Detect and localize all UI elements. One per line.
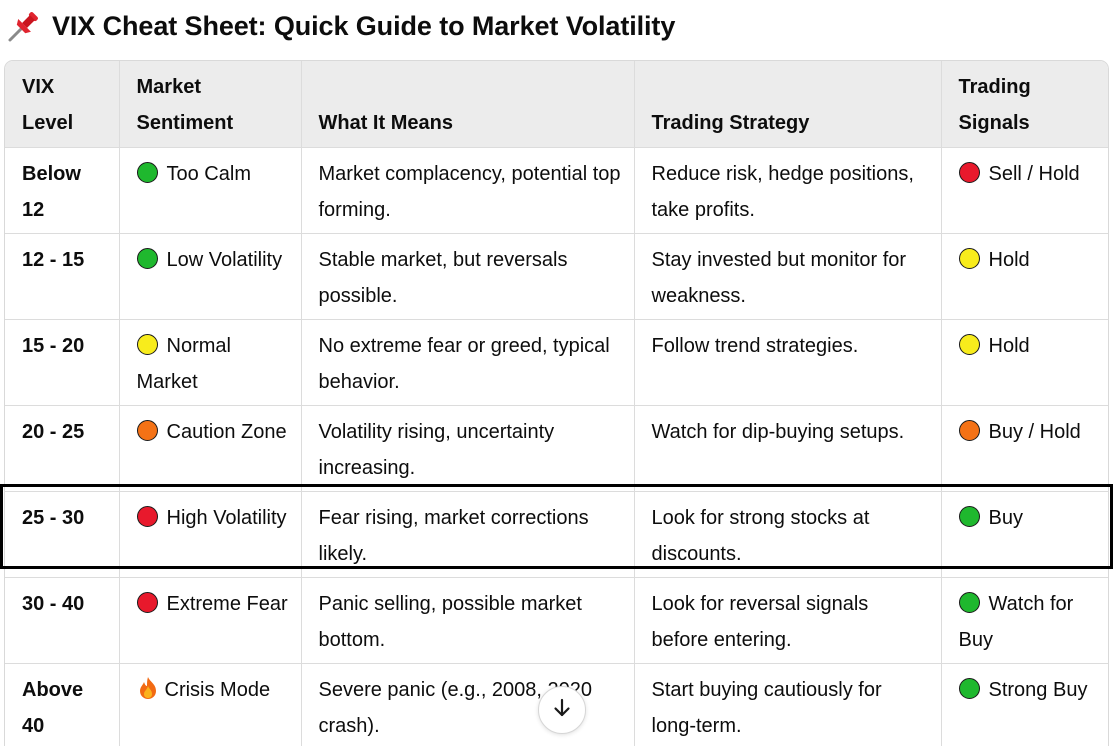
market-sentiment-label: Low Volatility xyxy=(166,249,283,271)
market-sentiment-cell: Caution Zone xyxy=(119,405,302,492)
orange-circle-icon xyxy=(136,420,158,441)
column-header-market-sentiment: Market Sentiment xyxy=(119,61,302,148)
trading-signal-label: Hold xyxy=(988,335,1030,357)
market-sentiment-label: Extreme Fear xyxy=(166,593,288,615)
market-sentiment-label: Too Calm xyxy=(166,163,251,185)
market-sentiment-cell: Low Volatility xyxy=(119,233,302,320)
what-it-means-cell: Fear rising, market corrections likely. xyxy=(301,491,635,578)
green-circle-icon xyxy=(958,592,980,613)
green-circle-icon xyxy=(958,678,980,699)
vix-level-cell: 20 - 25 xyxy=(5,405,120,492)
page-heading: VIX Cheat Sheet: Quick Guide to Market V… xyxy=(6,4,675,48)
trading-signal-cell: Watch for Buy xyxy=(941,577,1108,664)
market-sentiment-cell: Extreme Fear xyxy=(119,577,302,664)
vix-level-cell: Below 12 xyxy=(5,147,120,234)
trading-strategy-cell: Look for strong stocks at discounts. xyxy=(634,491,942,578)
table-row: Above 40 Crisis Mode Severe panic (e.g., 2… xyxy=(5,663,1108,746)
market-sentiment-label: Crisis Mode xyxy=(164,679,271,701)
green-circle-icon xyxy=(136,248,158,269)
trading-signal-cell: Buy / Hold xyxy=(941,405,1108,492)
trading-strategy-cell: Reduce risk, hedge positions, take profi… xyxy=(634,147,942,234)
red-circle-icon xyxy=(136,592,158,613)
what-it-means-cell: Severe panic (e.g., 2008, 2020 crash). xyxy=(301,663,635,746)
vix-table-container: VIX Level Market Sentiment What It Means… xyxy=(4,60,1109,746)
arrow-down-icon xyxy=(551,697,573,724)
trading-strategy-cell: Follow trend strategies. xyxy=(634,319,942,406)
market-sentiment-label: Normal Market xyxy=(136,335,231,393)
scroll-to-bottom-button[interactable] xyxy=(538,686,586,734)
trading-signal-label: Watch for Buy xyxy=(958,593,1074,651)
market-sentiment-label: High Volatility xyxy=(166,507,287,529)
column-header-vix-level: VIX Level xyxy=(5,61,120,148)
page-title: VIX Cheat Sheet: Quick Guide to Market V… xyxy=(52,10,676,41)
market-sentiment-cell: High Volatility xyxy=(119,491,302,578)
table-row: 25 - 30 High Volatility Fear rising, marke… xyxy=(5,491,1108,578)
red-circle-icon xyxy=(136,506,158,527)
vix-level-cell: 12 - 15 xyxy=(5,233,120,320)
vix-table: VIX Level Market Sentiment What It Means… xyxy=(5,61,1108,746)
what-it-means-cell: No extreme fear or greed, typical behavi… xyxy=(301,319,635,406)
table-row: 12 - 15 Low Volatility Stable market, but … xyxy=(5,233,1108,320)
pushpin-icon xyxy=(6,8,42,44)
table-header-row: VIX Level Market Sentiment What It Means… xyxy=(5,61,1108,148)
trading-signal-cell: Hold xyxy=(941,233,1108,320)
trading-signal-label: Buy xyxy=(988,507,1023,529)
column-header-what-it-means: What It Means xyxy=(301,61,635,148)
what-it-means-cell: Panic selling, possible market bottom. xyxy=(301,577,635,664)
trading-strategy-cell: Look for reversal signals before enterin… xyxy=(634,577,942,664)
market-sentiment-cell: Normal Market xyxy=(119,319,302,406)
trading-signal-cell: Strong Buy xyxy=(941,663,1108,746)
vix-level-cell: Above 40 xyxy=(5,663,120,746)
column-header-trading-strategy: Trading Strategy xyxy=(634,61,942,148)
red-circle-icon xyxy=(958,162,980,183)
trading-strategy-cell: Start buying cautiously for long-term. xyxy=(634,663,942,746)
yellow-circle-icon xyxy=(136,334,158,355)
what-it-means-cell: Volatility rising, uncertainty increasin… xyxy=(301,405,635,492)
column-header-trading-signals: Trading Signals xyxy=(941,61,1108,148)
market-sentiment-cell: Crisis Mode xyxy=(119,663,302,746)
table-row: Below 12 Too Calm Market complacency, pote… xyxy=(5,147,1108,234)
market-sentiment-label: Caution Zone xyxy=(166,421,287,443)
trading-signal-cell: Hold xyxy=(941,319,1108,406)
what-it-means-cell: Market complacency, potential top formin… xyxy=(301,147,635,234)
trading-signal-cell: Sell / Hold xyxy=(941,147,1108,234)
green-circle-icon xyxy=(136,162,158,183)
fire-icon xyxy=(137,676,159,700)
vix-level-cell: 15 - 20 xyxy=(5,319,120,406)
market-sentiment-cell: Too Calm xyxy=(119,147,302,234)
green-circle-icon xyxy=(958,506,980,527)
trading-signal-cell: Buy xyxy=(941,491,1108,578)
trading-signal-label: Sell / Hold xyxy=(988,163,1080,185)
vix-level-cell: 25 - 30 xyxy=(5,491,120,578)
trading-signal-label: Buy / Hold xyxy=(988,421,1081,443)
vix-level-cell: 30 - 40 xyxy=(5,577,120,664)
table-row: 20 - 25 Caution Zone Volatility rising, un… xyxy=(5,405,1108,492)
trading-strategy-cell: Stay invested but monitor for weakness. xyxy=(634,233,942,320)
trading-signal-label: Hold xyxy=(988,249,1030,271)
yellow-circle-icon xyxy=(958,334,980,355)
trading-signal-label: Strong Buy xyxy=(988,679,1088,701)
table-row: 15 - 20 Normal Market No extreme fear or g… xyxy=(5,319,1108,406)
table-row: 30 - 40 Extreme Fear Panic selling, possib… xyxy=(5,577,1108,664)
trading-strategy-cell: Watch for dip-buying setups. xyxy=(634,405,942,492)
what-it-means-cell: Stable market, but reversals possible. xyxy=(301,233,635,320)
yellow-circle-icon xyxy=(958,248,980,269)
orange-circle-icon xyxy=(958,420,980,441)
